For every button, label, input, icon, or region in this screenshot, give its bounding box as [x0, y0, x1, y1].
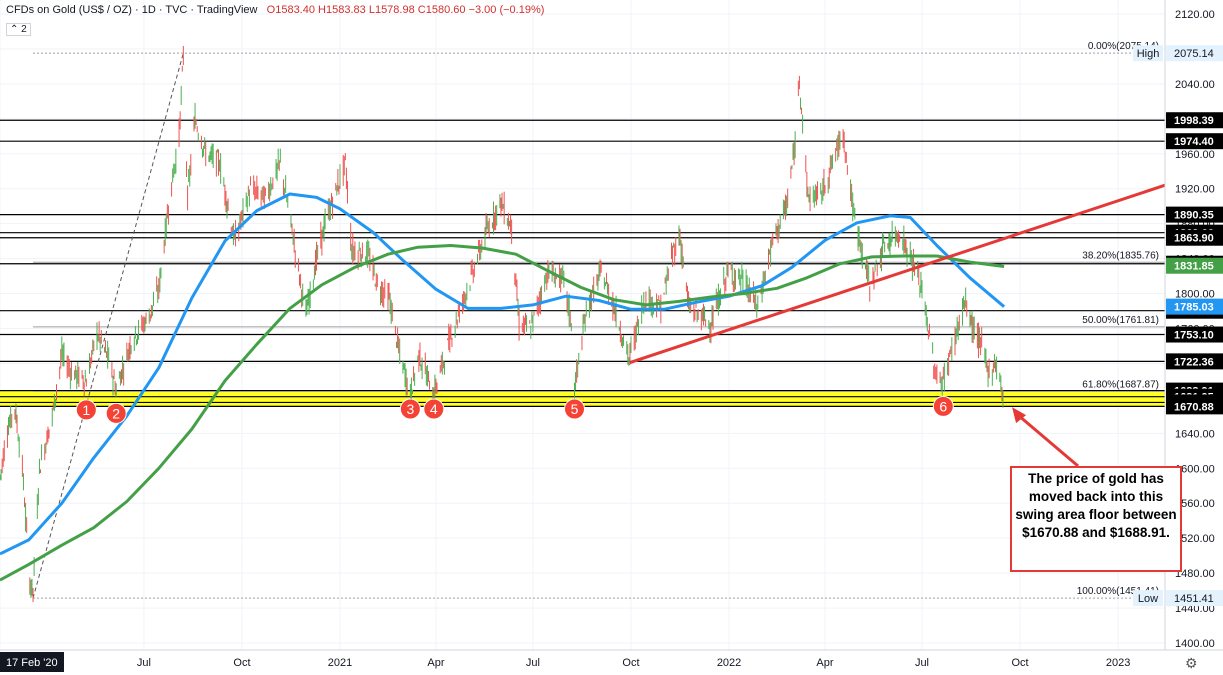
callout-arrow-line — [1017, 413, 1079, 468]
price-label-badge — [1166, 398, 1223, 415]
fib-level-label: 61.80%(1687.87) — [1082, 380, 1159, 391]
high-value: H1583.83 — [318, 4, 366, 16]
fib-level-label: 100.00%(1451.41) — [1077, 586, 1159, 597]
swing-marker-label: 6 — [939, 398, 947, 414]
y-tick-label: 1800.00 — [1175, 289, 1215, 301]
trendline — [629, 183, 1166, 364]
swing-marker-label: 3 — [406, 401, 414, 417]
extreme-tag-label: Low — [1138, 593, 1158, 605]
price-axis: 2120.002080.002040.002000.001960.001920.… — [1133, 0, 1223, 675]
price-label-badge — [1166, 257, 1223, 274]
interval: 1D — [141, 4, 156, 16]
swing-marker-label: 1 — [82, 402, 90, 418]
price-label-text: 1974.40 — [1174, 136, 1214, 148]
price-label-badge — [1166, 206, 1223, 223]
fib-level-label: 50.00%(1761.81) — [1082, 315, 1159, 326]
extreme-value-badge — [1166, 45, 1223, 62]
x-tick-label: Jul — [915, 657, 929, 669]
price-label-text: 1831.85 — [1174, 261, 1214, 273]
x-tick-label: Apr — [816, 657, 833, 669]
price-label-badge — [1166, 133, 1223, 150]
price-label-badge — [1166, 298, 1223, 315]
fib-level-label: 38.20%(1835.76) — [1082, 250, 1159, 261]
source: TVC — [165, 4, 188, 16]
fib-level-label: 0.00%(2075.14) — [1088, 41, 1159, 52]
price-label-text: 1722.36 — [1174, 356, 1214, 368]
y-tick-label: 1960.00 — [1175, 149, 1215, 161]
extreme-value-badge — [1166, 590, 1223, 607]
price-label-text: 1753.10 — [1174, 330, 1214, 342]
grid-lines — [0, 0, 1165, 650]
price-label-text: 1670.88 — [1174, 401, 1214, 413]
x-tick-label: 2022 — [717, 657, 741, 669]
swing-marker-label: 2 — [112, 405, 120, 421]
price-candles — [0, 45, 1004, 603]
swing-marker-label: 5 — [571, 401, 579, 417]
horizontal-levels — [0, 119, 1165, 407]
y-tick-label: 1920.00 — [1175, 184, 1215, 196]
price-label-text: 1998.39 — [1174, 115, 1214, 127]
callout-arrow-head — [1012, 407, 1027, 424]
swing-marker — [105, 402, 127, 424]
y-tick-label: 2040.00 — [1175, 79, 1215, 91]
x-tick-label: 2023 — [1106, 657, 1130, 669]
price-label-text: 1785.03 — [1174, 302, 1214, 314]
y-tick-label: 1560.00 — [1175, 498, 1215, 510]
collapse-toggle[interactable]: ⌃ 2 — [6, 23, 31, 36]
close-value: C1580.60 — [417, 4, 466, 16]
x-tick-label: 2021 — [328, 657, 352, 669]
y-tick-label: 1640.00 — [1175, 428, 1215, 440]
chart-legend: CFDs on Gold (US$ / OZ) · 1D · TVC · Tra… — [6, 4, 545, 16]
swing-marker-label: 4 — [430, 401, 438, 417]
settings-gear-icon[interactable]: ⚙ — [1185, 655, 1198, 671]
x-tick-label: Jul — [526, 657, 540, 669]
x-tick-highlight — [0, 652, 64, 672]
extreme-tag-badge — [1133, 45, 1163, 62]
x-tick-label: Jul — [137, 657, 151, 669]
price-label-badge — [1166, 229, 1223, 246]
swing-marker — [399, 398, 421, 420]
price-label-badge — [1166, 326, 1223, 343]
x-tick-label: Apr — [427, 657, 444, 669]
moving-average-line — [0, 244, 1005, 582]
x-tick-label: Oct — [622, 657, 639, 669]
extreme-value-label: 1451.41 — [1174, 593, 1214, 605]
sub-badge-count: 2 — [21, 24, 27, 35]
open-value: O1583.40 — [266, 4, 315, 16]
price-label-badge — [1166, 112, 1223, 129]
price-label-text: 1863.90 — [1174, 233, 1214, 245]
trendline-line — [629, 183, 1166, 364]
price-label-text: 1890.35 — [1174, 210, 1214, 222]
change-value: −3.00 (−0.19%) — [468, 4, 545, 16]
swing-marker — [75, 399, 97, 421]
ohlc-values: O1583.40 H1583.83 L1578.98 C1580.60 −3.0… — [264, 4, 545, 16]
y-tick-label: 1520.00 — [1175, 533, 1215, 545]
y-tick-label: 2120.00 — [1175, 9, 1215, 21]
swing-marker — [564, 398, 586, 420]
x-tick-label: Oct — [1011, 657, 1028, 669]
symbol-name: CFDs on Gold (US$ / OZ) — [6, 4, 132, 16]
y-tick-label: 1480.00 — [1175, 568, 1215, 580]
callout-arrow — [1012, 407, 1079, 468]
y-tick-label: 1400.00 — [1175, 638, 1215, 650]
x-tick-label: 17 Feb '20 — [6, 657, 58, 669]
x-tick-label: Oct — [233, 657, 250, 669]
price-label-badge — [1166, 353, 1223, 370]
time-axis: 17 Feb '20 Jul Oct 2021 Apr Jul Oct 2022 Apr Jul O… — [0, 649, 1223, 672]
y-tick-label: 1600.00 — [1175, 463, 1215, 475]
platform: TradingView — [196, 4, 258, 16]
moving-averages — [0, 192, 1006, 582]
swing-marker — [932, 395, 954, 417]
moving-average-line — [0, 192, 1006, 556]
extreme-value-label: 2075.14 — [1174, 48, 1214, 60]
annotation-callout: The price of gold has moved back into th… — [1010, 466, 1182, 572]
low-value: L1578.98 — [368, 4, 415, 16]
extreme-tag-badge — [1133, 590, 1163, 607]
fibonacci-levels: 0.00%(2075.14) 38.20%(1835.76) 50.00%(1761… — [32, 41, 1165, 599]
swing-marker — [423, 398, 445, 420]
extreme-tag-label: High — [1137, 48, 1160, 60]
